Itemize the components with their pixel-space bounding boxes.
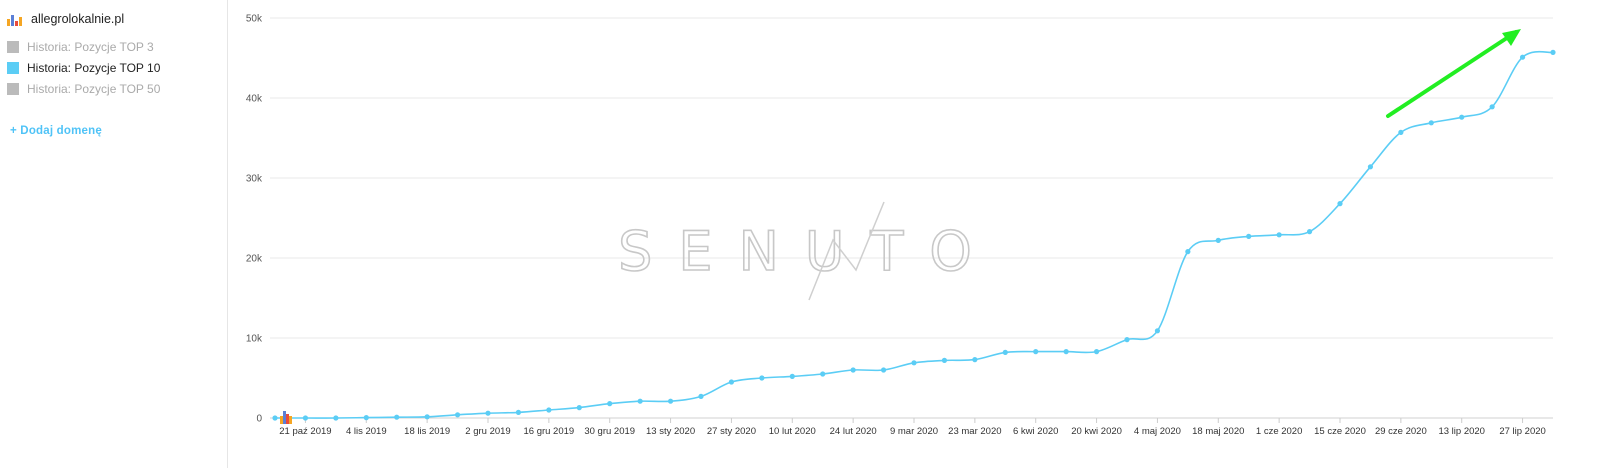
data-point [1367, 164, 1374, 170]
data-point [1337, 201, 1343, 207]
data-point [850, 367, 856, 373]
watermark-text: SENUTO [618, 220, 998, 283]
x-tick-label: 15 cze 2020 [1314, 426, 1366, 437]
data-point [637, 398, 643, 404]
data-point [972, 357, 978, 363]
x-tick-label: 4 lis 2019 [346, 426, 387, 437]
x-tick-label: 2 gru 2019 [465, 426, 510, 437]
data-point [1306, 229, 1313, 235]
domain-row[interactable]: allegrolokalnie.pl [7, 12, 124, 26]
x-tick-label: 29 cze 2020 [1375, 426, 1427, 437]
data-point [1246, 233, 1252, 239]
x-tick-label: 23 mar 2020 [948, 426, 1001, 437]
data-point [820, 371, 826, 377]
data-point [941, 357, 948, 363]
x-tick-label: 1 cze 2020 [1256, 426, 1302, 437]
legend-swatch [7, 41, 19, 53]
y-tick-label: 50k [246, 14, 263, 25]
legend-label: Historia: Pozycje TOP 10 [27, 61, 161, 75]
domain-name: allegrolokalnie.pl [31, 12, 125, 26]
data-point [1002, 349, 1008, 355]
x-tick-label: 24 lut 2020 [830, 426, 877, 437]
data-point [272, 415, 278, 421]
data-point [485, 410, 491, 416]
trend-arrow-head [1502, 29, 1521, 46]
x-tick-label: 13 lip 2020 [1438, 426, 1484, 437]
legend-item-top50[interactable]: Historia: Pozycje TOP 50 [7, 82, 160, 96]
data-point [576, 405, 582, 411]
data-point [1033, 349, 1039, 355]
x-tick-label: 27 sty 2020 [707, 426, 756, 437]
data-point [1185, 249, 1191, 255]
data-point [546, 407, 552, 413]
data-point [1063, 349, 1069, 355]
x-tick-label: 4 maj 2020 [1134, 426, 1181, 437]
data-point [1398, 129, 1404, 135]
data-point [880, 367, 887, 373]
x-tick-label: 9 mar 2020 [890, 426, 938, 437]
bar-chart-icon [7, 12, 23, 26]
data-point [1489, 104, 1495, 110]
data-point [607, 401, 613, 407]
data-point [759, 375, 765, 381]
data-point [1550, 49, 1556, 56]
data-point [515, 409, 522, 415]
legend-swatch [7, 62, 19, 74]
data-point [728, 379, 735, 385]
data-point [1154, 328, 1161, 334]
y-tick-label: 40k [246, 94, 263, 105]
data-point [1215, 237, 1221, 243]
sidebar: allegrolokalnie.pl Historia: Pozycje TOP… [0, 0, 228, 468]
trend-arrow-line [1386, 30, 1518, 118]
y-tick-label: 0 [256, 414, 262, 425]
data-point [667, 398, 674, 404]
data-point [454, 412, 461, 418]
y-tick-label: 20k [246, 254, 263, 265]
data-point [363, 415, 369, 421]
x-tick-label: 18 maj 2020 [1192, 426, 1244, 437]
watermark-slash [808, 201, 885, 301]
x-tick-label: 16 gru 2019 [523, 426, 574, 437]
data-point [1093, 349, 1100, 355]
data-point [1428, 120, 1434, 126]
x-tick-label: 13 sty 2020 [646, 426, 695, 437]
x-tick-label: 10 lut 2020 [769, 426, 816, 437]
x-tick-label: 18 lis 2019 [404, 426, 450, 437]
data-point [698, 393, 704, 399]
chart-domain-icon-bar [286, 414, 289, 424]
y-tick-label: 30k [246, 174, 263, 185]
line-chart: 0 10k 20k 30k 40k 50k 21 paź 2019 4 lis 2019 18 … [246, 14, 1556, 437]
data-point [1124, 337, 1130, 343]
x-tick-label: 27 lip 2020 [1499, 426, 1545, 437]
x-tick-label: 21 paź 2019 [279, 426, 331, 437]
data-point [302, 415, 309, 421]
x-tick-label: 20 kwi 2020 [1071, 426, 1122, 437]
legend-item-top3[interactable]: Historia: Pozycje TOP 3 [7, 40, 154, 54]
legend-item-top10[interactable]: Historia: Pozycje TOP 10 [7, 61, 160, 75]
chart-domain-icon-bar [289, 416, 292, 424]
chart-domain-icon-bar [280, 416, 283, 424]
legend-label: Historia: Pozycje TOP 3 [27, 40, 154, 54]
y-tick-label: 10k [246, 334, 263, 345]
senuto-watermark: SENUTO [617, 201, 998, 301]
data-point [424, 414, 430, 420]
data-point [394, 414, 400, 420]
chart-domain-icon [280, 411, 292, 424]
data-point [1459, 114, 1465, 120]
data-point [333, 415, 339, 421]
legend-swatch [7, 83, 19, 95]
data-point [1519, 54, 1526, 60]
data-point [789, 373, 795, 379]
x-tick-label: 30 gru 2019 [584, 426, 635, 437]
legend-label: Historia: Pozycje TOP 50 [27, 82, 161, 96]
chart-domain-icon-bar [283, 411, 286, 424]
x-tick-label: 6 kwi 2020 [1013, 426, 1058, 437]
add-domain-link[interactable]: + Dodaj domenę [10, 125, 102, 137]
data-point [1276, 232, 1282, 238]
data-point [911, 360, 917, 366]
